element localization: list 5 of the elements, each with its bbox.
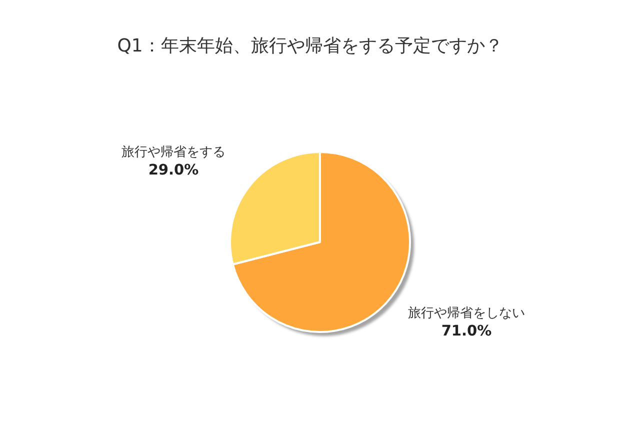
slice-label: 旅行や帰省をしない — [408, 306, 525, 322]
data-label: 29.0% — [148, 162, 200, 178]
data-label: 71.0% — [441, 324, 492, 340]
chart-title: Q1：年末年始、旅行や帰省をする予定ですか？ — [117, 36, 503, 56]
slice-label: 旅行や帰省をする — [122, 144, 226, 160]
